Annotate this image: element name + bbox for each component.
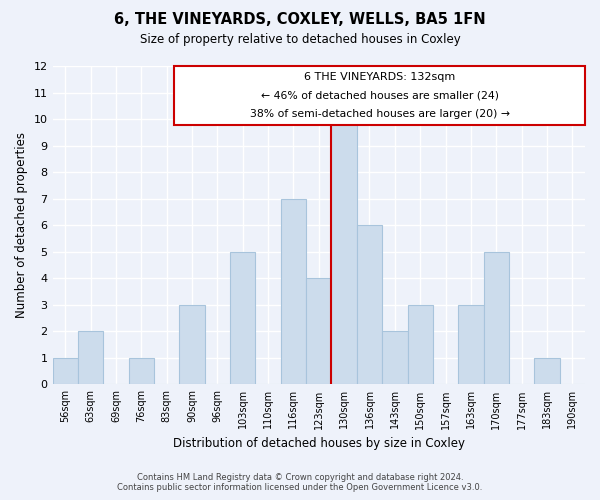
Text: 6 THE VINEYARDS: 132sqm: 6 THE VINEYARDS: 132sqm bbox=[304, 72, 455, 82]
Bar bbox=[534, 358, 560, 384]
Bar bbox=[53, 358, 78, 384]
Y-axis label: Number of detached properties: Number of detached properties bbox=[15, 132, 28, 318]
Bar bbox=[179, 305, 205, 384]
Text: Size of property relative to detached houses in Coxley: Size of property relative to detached ho… bbox=[140, 32, 460, 46]
Text: ← 46% of detached houses are smaller (24): ← 46% of detached houses are smaller (24… bbox=[260, 90, 499, 101]
Bar bbox=[357, 226, 382, 384]
Bar bbox=[382, 332, 407, 384]
Bar bbox=[281, 199, 306, 384]
Text: Contains HM Land Registry data © Crown copyright and database right 2024.
Contai: Contains HM Land Registry data © Crown c… bbox=[118, 473, 482, 492]
Bar bbox=[458, 305, 484, 384]
FancyBboxPatch shape bbox=[174, 66, 585, 125]
Bar bbox=[78, 332, 103, 384]
Bar bbox=[230, 252, 256, 384]
Bar bbox=[306, 278, 331, 384]
Bar bbox=[484, 252, 509, 384]
Bar bbox=[128, 358, 154, 384]
Bar bbox=[407, 305, 433, 384]
X-axis label: Distribution of detached houses by size in Coxley: Distribution of detached houses by size … bbox=[173, 437, 465, 450]
Text: 38% of semi-detached houses are larger (20) →: 38% of semi-detached houses are larger (… bbox=[250, 109, 509, 119]
Bar bbox=[331, 120, 357, 384]
Text: 6, THE VINEYARDS, COXLEY, WELLS, BA5 1FN: 6, THE VINEYARDS, COXLEY, WELLS, BA5 1FN bbox=[114, 12, 486, 28]
